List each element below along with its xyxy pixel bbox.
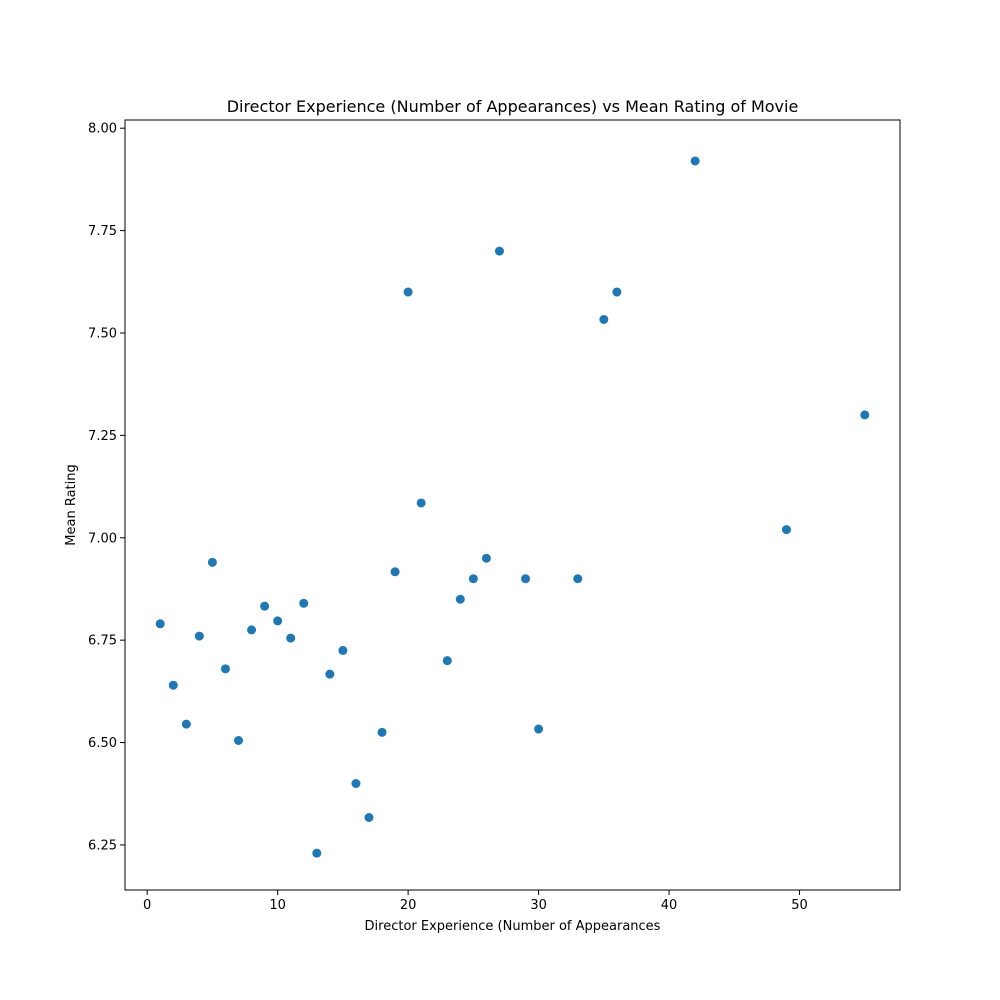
x-tick-label: 10	[269, 898, 286, 913]
scatter-point	[521, 574, 531, 584]
scatter-point	[468, 574, 478, 584]
x-tick-label: 20	[400, 898, 417, 913]
scatter-point	[351, 779, 361, 789]
scatter-point	[325, 669, 335, 679]
y-tick-label: 6.50	[88, 736, 117, 751]
x-axis-label: Director Experience (Number of Appearanc…	[365, 919, 661, 934]
scatter-point	[455, 594, 465, 604]
scatter-point	[220, 664, 230, 674]
y-axis-label: Mean Rating	[64, 464, 79, 545]
x-tick-label: 50	[791, 898, 808, 913]
scatter-point	[416, 498, 426, 508]
scatter-point	[312, 848, 322, 858]
scatter-point	[494, 246, 504, 256]
scatter-point	[860, 410, 870, 420]
scatter-point	[573, 574, 583, 584]
scatter-point	[247, 625, 257, 635]
scatter-point	[194, 631, 204, 641]
y-tick-label: 6.75	[88, 634, 117, 649]
scatter-point	[273, 616, 283, 626]
scatter-point	[534, 724, 544, 734]
scatter-point	[481, 553, 491, 563]
y-axis: 6.25 6.50 6.75 7.00 7.25 7.50 7.75 8.00	[88, 122, 125, 853]
y-tick-label: 7.75	[88, 224, 117, 239]
scatter-point	[390, 567, 400, 577]
scatter-point	[181, 719, 191, 729]
scatter-point	[781, 525, 791, 535]
scatter-point	[403, 287, 413, 297]
y-tick-label: 7.25	[88, 429, 117, 444]
x-tick-label: 0	[143, 898, 151, 913]
scatter-point	[442, 656, 452, 666]
scatter-point	[260, 601, 270, 611]
data-points	[155, 156, 870, 858]
scatter-point	[234, 736, 244, 746]
scatter-point	[364, 813, 374, 823]
chart-title: Director Experience (Number of Appearanc…	[227, 97, 799, 116]
x-tick-label: 40	[661, 898, 678, 913]
scatter-point	[599, 314, 609, 324]
plot-border	[124, 119, 901, 891]
y-tick-label: 7.50	[88, 326, 117, 341]
scatter-point	[612, 287, 622, 297]
plot-frame	[124, 119, 901, 891]
y-tick-label: 6.25	[88, 838, 117, 853]
scatter-point	[299, 598, 309, 608]
scatter-point	[690, 156, 700, 166]
y-tick-label: 8.00	[88, 122, 117, 137]
scatter-point	[338, 645, 348, 655]
scatter-point	[155, 619, 165, 629]
x-axis: 0 10 20 30 40 50	[143, 890, 808, 913]
scatter-point	[377, 727, 387, 737]
scatter-point	[286, 633, 296, 643]
scatter-point	[168, 680, 178, 690]
scatter-point	[207, 557, 217, 567]
y-tick-label: 7.00	[88, 531, 117, 546]
x-tick-label: 30	[530, 898, 547, 913]
